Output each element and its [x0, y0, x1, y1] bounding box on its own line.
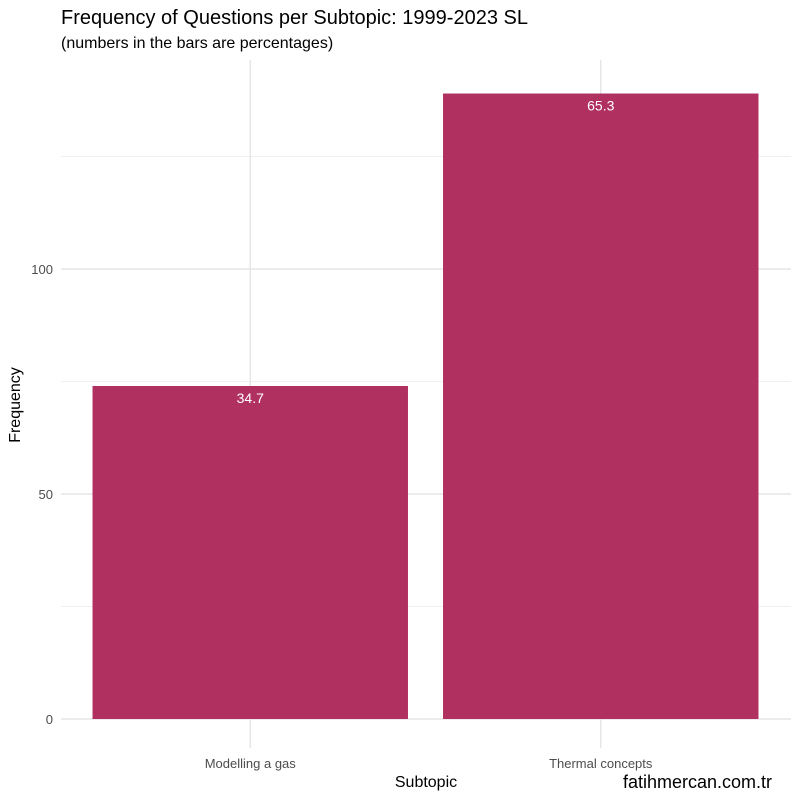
- x-tick-label: Modelling a gas: [205, 756, 297, 771]
- chart-title: Frequency of Questions per Subtopic: 199…: [61, 7, 528, 29]
- bar: [443, 93, 759, 719]
- bar-data-label: 34.7: [237, 390, 264, 406]
- y-tick-label: 100: [31, 262, 53, 277]
- y-tick-label: 0: [46, 712, 53, 727]
- x-axis-label: Subtopic: [394, 774, 458, 791]
- y-tick-label: 50: [39, 487, 53, 502]
- chart-caption: fatihmercan.com.tr: [622, 772, 772, 792]
- x-tick-label: Thermal concepts: [549, 756, 653, 771]
- bar-data-label: 65.3: [587, 98, 614, 114]
- chart-subtitle: (numbers in the bars are percentages): [61, 35, 334, 52]
- bar: [92, 386, 408, 719]
